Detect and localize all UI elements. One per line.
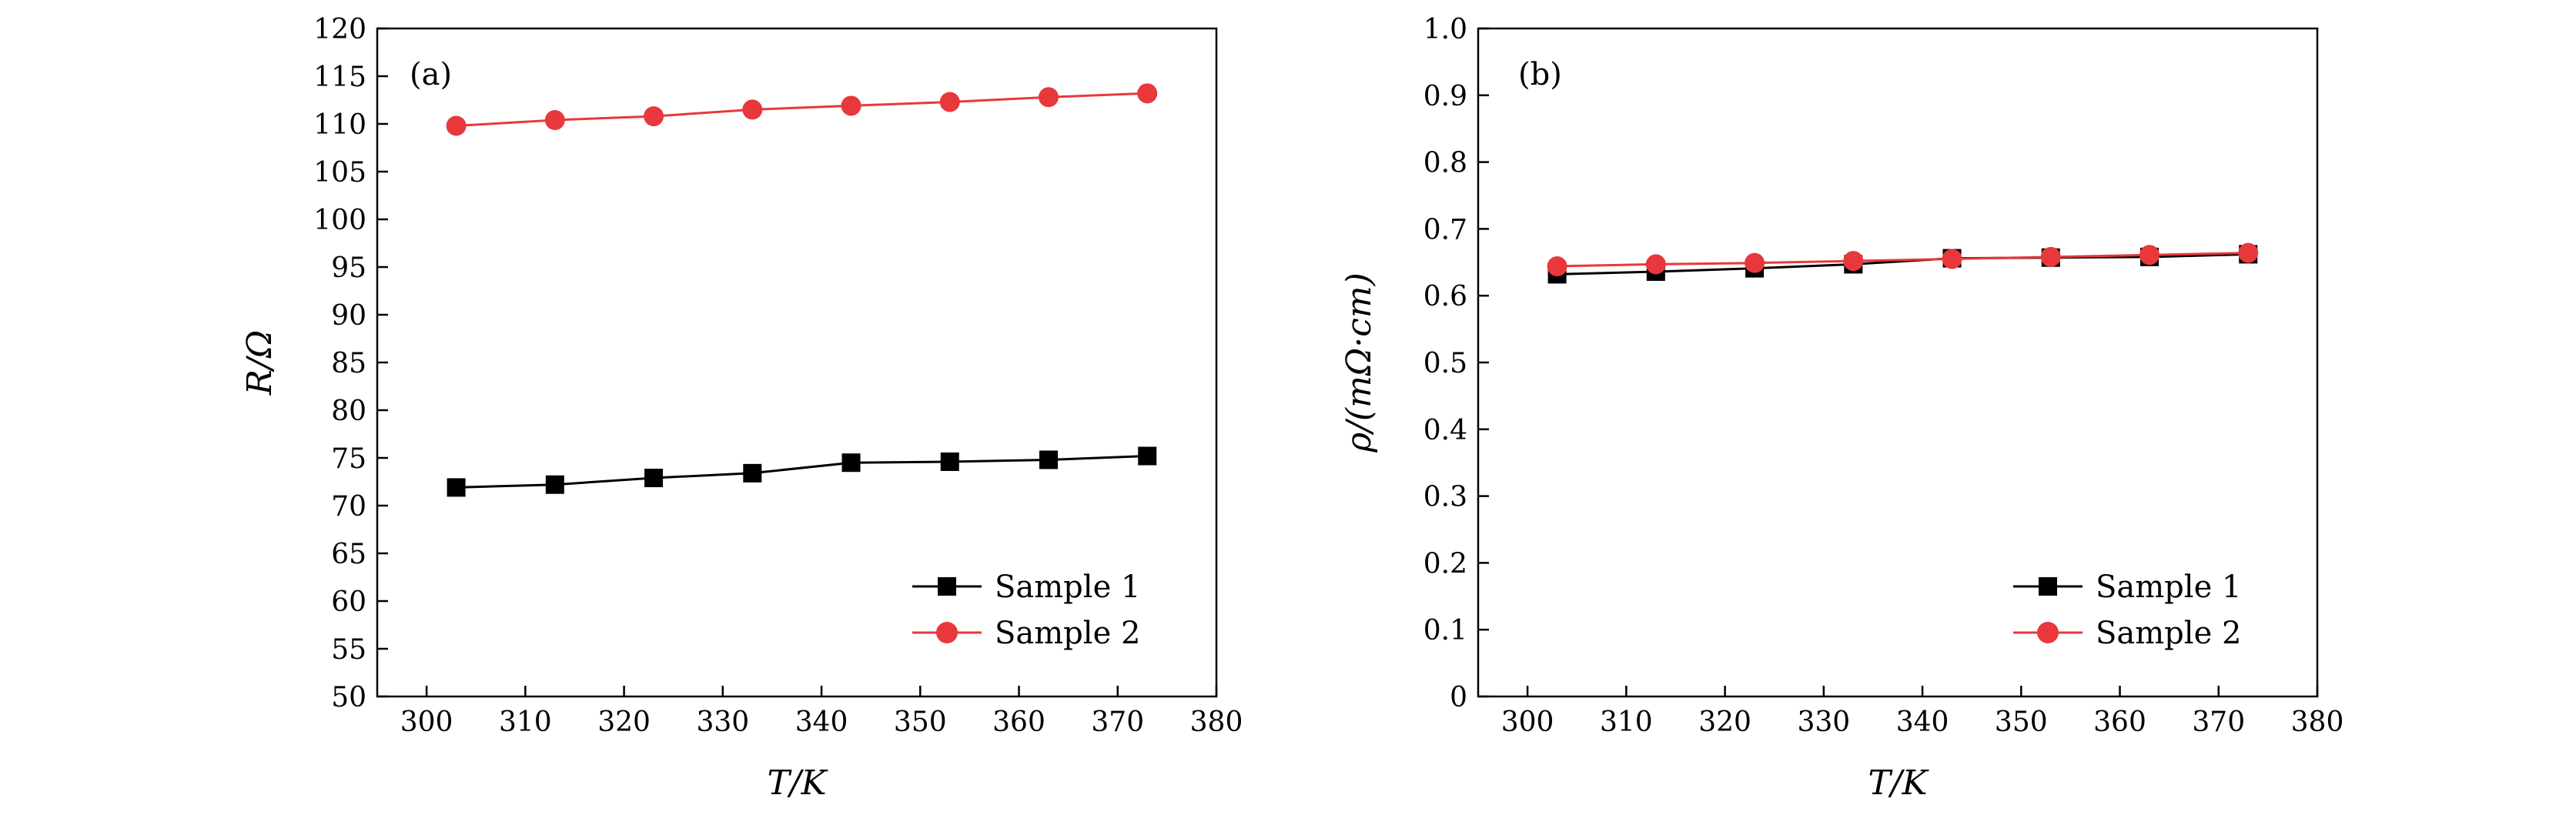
x-tick-label-350: 350 [1995, 706, 2048, 738]
y-tick-label-90: 90 [331, 300, 366, 332]
y-tick-label-0.2: 0.2 [1423, 548, 1467, 580]
series-group-a [446, 83, 1158, 497]
data-point-sample-2-303 [1547, 256, 1567, 277]
x-axis-a: 300 310 320 330 340 350 360 370 380 [400, 686, 1243, 738]
data-point-sample-2-373 [1137, 83, 1158, 104]
x-tick-label-350: 350 [894, 706, 947, 738]
y-tick-label-70: 70 [331, 491, 366, 523]
y-tick-label-50: 50 [331, 682, 366, 713]
data-point-sample-2-363 [1039, 87, 1059, 108]
data-point-sample-1-363 [1039, 450, 1058, 469]
x-axis-title-b: T/K [1868, 763, 1929, 803]
chart-panel-a: 300 310 320 330 340 350 360 370 380 50 55 60 65 70 75… [240, 14, 1243, 803]
legend-b: Sample 1 Sample 2 [2013, 569, 2241, 651]
legend-marker-sample-2-a [936, 622, 958, 643]
x-tick-label-300: 300 [400, 706, 453, 738]
data-point-sample-1-323 [644, 469, 664, 488]
y-tick-label-0.6: 0.6 [1423, 281, 1467, 312]
x-tick-label-320: 320 [1698, 706, 1751, 738]
data-point-sample-2-313 [1645, 254, 1666, 275]
y-tick-label-100: 100 [313, 205, 366, 236]
data-point-sample-2-333 [1843, 251, 1864, 272]
data-point-sample-2-323 [1745, 252, 1765, 273]
x-tick-label-360: 360 [992, 706, 1045, 738]
y-tick-label-0.5: 0.5 [1423, 348, 1467, 379]
panel-label-b: (b) [1518, 57, 1562, 92]
y-tick-label-95: 95 [331, 252, 366, 284]
legend-label-sample-2-b: Sample 2 [2096, 616, 2241, 651]
y-tick-label-0.4: 0.4 [1423, 415, 1467, 446]
y-axis-b: 0 0.1 0.2 0.3 0.4 0.5 0.6 0.7 0.8 0.9 1.0 [1423, 14, 1489, 713]
y-tick-label-55: 55 [331, 634, 366, 666]
panel-label-a: (a) [410, 57, 452, 92]
y-tick-label-0.1: 0.1 [1423, 615, 1467, 646]
y-tick-label-75: 75 [331, 443, 366, 475]
data-point-sample-2-303 [446, 115, 467, 136]
data-point-sample-2-333 [742, 99, 763, 120]
y-axis-title-a: R/Ω [240, 330, 279, 396]
x-tick-label-330: 330 [696, 706, 749, 738]
y-tick-label-0: 0 [1450, 682, 1467, 713]
data-point-sample-1-343 [841, 453, 861, 473]
x-tick-label-330: 330 [1797, 706, 1850, 738]
y-tick-label-0.9: 0.9 [1423, 81, 1467, 112]
data-point-sample-1-313 [545, 475, 564, 494]
data-point-sample-2-363 [2139, 245, 2159, 266]
data-point-sample-2-323 [644, 106, 664, 127]
y-tick-label-85: 85 [331, 348, 366, 379]
x-tick-label-370: 370 [1091, 706, 1144, 738]
x-tick-label-310: 310 [1600, 706, 1653, 738]
legend-marker-sample-2-b [2037, 622, 2059, 643]
x-axis-b: 300 310 320 330 340 350 360 370 380 [1501, 686, 2344, 738]
x-tick-label-360: 360 [2093, 706, 2146, 738]
series-line-sample-1 [1557, 252, 2249, 276]
y-tick-label-0.3: 0.3 [1423, 482, 1467, 513]
data-point-sample-2-353 [939, 92, 960, 112]
y-tick-label-1: 1.0 [1423, 14, 1467, 45]
legend-marker-sample-1-a [938, 577, 956, 596]
y-axis-title-b: ρ/(mΩ·cm) [1340, 272, 1379, 453]
legend-label-sample-2-a: Sample 2 [995, 616, 1140, 651]
legend-label-sample-1-b: Sample 1 [2096, 569, 2241, 605]
x-tick-label-370: 370 [2192, 706, 2245, 738]
legend-a: Sample 1 Sample 2 [912, 569, 1140, 651]
y-tick-label-115: 115 [313, 62, 366, 93]
y-axis-a: 50 55 60 65 70 75 80 85 90 95 100 105 110 115 120 [313, 14, 388, 713]
chart-panel-b: 300 310 320 330 340 350 360 370 380 0 0.1 0.2 0.3 0.… [1340, 14, 2343, 803]
data-point-sample-1-353 [940, 452, 959, 471]
y-tick-label-0.8: 0.8 [1423, 148, 1467, 179]
y-tick-label-0.7: 0.7 [1423, 214, 1467, 246]
y-tick-label-60: 60 [331, 586, 366, 618]
data-point-sample-2-343 [841, 95, 861, 116]
series-group-b [1547, 242, 2259, 284]
y-tick-label-105: 105 [313, 157, 366, 189]
series-line-sample-2 [1557, 252, 2249, 268]
y-tick-label-120: 120 [313, 14, 366, 45]
series-line-sample-2 [456, 92, 1148, 127]
y-tick-label-65: 65 [331, 539, 366, 570]
data-point-sample-2-353 [2040, 246, 2061, 267]
x-axis-title-a: T/K [767, 763, 828, 803]
data-point-sample-1-333 [743, 463, 762, 483]
x-tick-label-300: 300 [1501, 706, 1554, 738]
data-point-sample-1-303 [447, 478, 466, 497]
y-tick-label-110: 110 [313, 109, 366, 141]
data-point-sample-2-373 [2238, 242, 2259, 263]
y-tick-label-80: 80 [331, 396, 366, 427]
x-tick-label-340: 340 [795, 706, 848, 738]
x-tick-label-320: 320 [597, 706, 651, 738]
data-point-sample-1-373 [1138, 446, 1157, 466]
x-tick-label-310: 310 [499, 706, 552, 738]
legend-marker-sample-1-b [2039, 577, 2057, 596]
x-tick-label-340: 340 [1896, 706, 1949, 738]
data-point-sample-2-343 [1942, 249, 1962, 269]
x-tick-label-380: 380 [1190, 706, 1243, 738]
legend-label-sample-1-a: Sample 1 [995, 569, 1140, 605]
data-point-sample-2-313 [544, 110, 565, 131]
series-line-sample-1 [456, 455, 1148, 489]
x-tick-label-380: 380 [2291, 706, 2344, 738]
